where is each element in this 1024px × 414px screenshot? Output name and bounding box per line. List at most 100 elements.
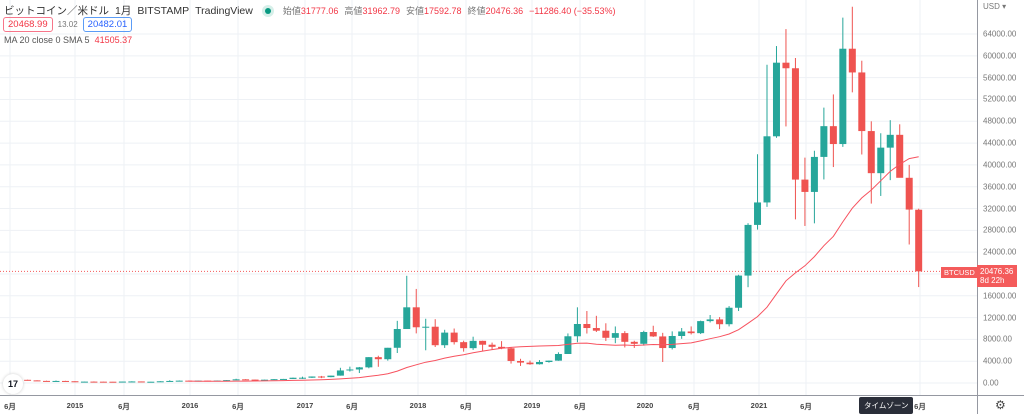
candle-body [517, 360, 525, 363]
candle-body [232, 379, 240, 381]
time-axis-label: 6月 [118, 402, 130, 411]
candle-body [498, 346, 506, 349]
candle-body [545, 360, 553, 363]
price-axis-label: 52000.00 [983, 94, 1017, 104]
change-value: −11286.40 (−35.53%) [529, 5, 616, 16]
time-axis-label: 2016 [181, 401, 199, 410]
candle-body [820, 126, 828, 157]
candle-body [223, 380, 231, 382]
candle-body [782, 62, 790, 69]
candle-body [896, 134, 904, 178]
candle-body [706, 319, 714, 322]
candle-body [848, 48, 856, 73]
candle-body [298, 377, 306, 379]
interval[interactable]: 1月 [115, 5, 132, 17]
candle-body [118, 381, 126, 383]
candle-body [564, 336, 572, 354]
close-label: 終値 [467, 6, 486, 16]
time-axis-label: 6月 [232, 402, 244, 411]
candle-body [573, 323, 581, 337]
candle-body [374, 357, 382, 360]
buy-button[interactable]: 20482.01 [82, 17, 133, 32]
price-axis-label: 24000.00 [983, 247, 1017, 257]
candle-body [251, 379, 259, 381]
candle-body [128, 381, 136, 383]
candle-body [915, 209, 923, 272]
time-axis-label: 2019 [523, 401, 541, 410]
candle-body [602, 330, 610, 338]
ma-line [188, 156, 919, 382]
candle-body [52, 380, 60, 382]
high-label: 高値 [344, 6, 363, 16]
bar-countdown: 8d 22h [980, 276, 1005, 285]
candle-body [384, 347, 392, 360]
time-axis-label: 6月 [914, 402, 926, 411]
candle-body [80, 381, 88, 383]
candle-body [99, 381, 107, 383]
candle-body [829, 126, 837, 145]
candle-body [763, 136, 771, 203]
time-axis-label: 6月 [800, 402, 812, 411]
candle-body [355, 367, 363, 370]
candle-body [668, 335, 676, 349]
quote-row: 20468.99 13.02 20482.01 [3, 17, 133, 32]
timezone-tooltip: タイムゾーン [859, 397, 914, 414]
time-axis-label: 2015 [66, 401, 84, 410]
open-label: 始値 [282, 6, 301, 16]
time-axis-label: 6月 [346, 402, 358, 411]
time-axis-label: 2020 [636, 401, 654, 410]
price-axis-label: 0.00 [983, 378, 999, 388]
price-axis-label: 48000.00 [983, 116, 1017, 126]
time-axis-label: 2017 [296, 401, 314, 410]
time-axis-label: 6月 [4, 402, 16, 411]
symbol-name[interactable]: ビットコイン／米ドル [4, 5, 109, 17]
candle-body [317, 376, 325, 378]
gear-icon[interactable]: ⚙ [995, 398, 1006, 412]
candle-body [422, 326, 430, 328]
price-axis-label: 56000.00 [983, 73, 1017, 83]
candle-body [640, 332, 648, 344]
close-value: 20476.36 [485, 6, 524, 16]
price-axis-label: 36000.00 [983, 182, 1017, 192]
ma-value: 41505.37 [94, 35, 133, 45]
candle-body [488, 344, 496, 347]
candle-body [147, 381, 155, 383]
price-axis-label: 40000.00 [983, 160, 1017, 170]
ma-indicator-legend[interactable]: MA 20 close 0 SMA 5 41505.37 [4, 35, 132, 45]
low-label: 安値 [405, 6, 424, 16]
candle-body [33, 380, 41, 382]
candle-body [716, 319, 724, 325]
candle-body [412, 307, 420, 328]
candle-body [469, 340, 477, 349]
candle-body [649, 332, 657, 337]
candle-body [166, 380, 174, 382]
candle-body [431, 326, 439, 346]
price-axis-label: 12000.00 [983, 313, 1017, 323]
candle-body [479, 340, 487, 345]
candle-body [289, 377, 297, 379]
candle-body [24, 379, 32, 381]
sell-button[interactable]: 20468.99 [3, 17, 53, 32]
candle-body [346, 369, 354, 371]
high-value: 31962.79 [362, 6, 400, 16]
candle-body [744, 224, 752, 276]
candle-body [687, 331, 695, 334]
candle-body [175, 380, 183, 382]
currency-selector[interactable]: USD ▾ [983, 2, 1007, 11]
price-axis-label: 16000.00 [983, 291, 1017, 301]
market-status-icon[interactable] [264, 7, 271, 14]
legend-header: ビットコイン／米ドル 1月 BITSTAMP TradingView 始値317… [4, 3, 616, 18]
current-price: 20476.36 [980, 267, 1014, 276]
candle-body [697, 321, 705, 334]
candle-body [554, 353, 562, 361]
exchange: BITSTAMP [137, 4, 190, 17]
candle-body [905, 177, 913, 210]
candle-body [280, 378, 288, 380]
time-axis-label: 2021 [750, 401, 768, 410]
tradingview-logo[interactable]: 17 [3, 374, 23, 394]
candle-body [839, 48, 847, 145]
candle-body [791, 68, 799, 180]
candle-body [801, 179, 809, 192]
candle-body [61, 380, 69, 382]
